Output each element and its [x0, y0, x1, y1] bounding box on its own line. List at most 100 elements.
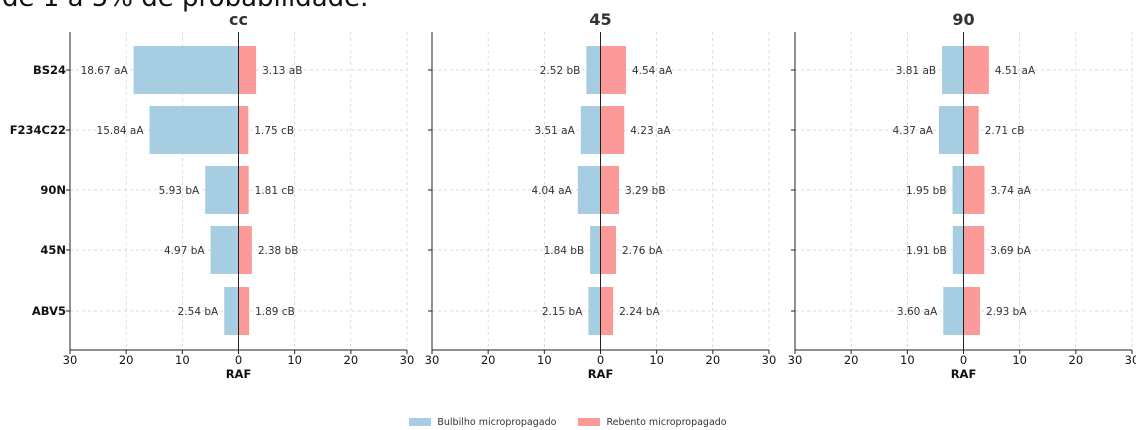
- x-tick-label: 30: [1125, 353, 1136, 367]
- bar-bulbilho: [205, 166, 239, 214]
- category-label: BS24: [33, 63, 66, 77]
- data-label-rebento: 2.71 cB: [985, 125, 1025, 137]
- category-label: F234C22: [10, 123, 66, 137]
- data-label-rebento: 3.69 bA: [990, 245, 1031, 257]
- x-tick-label: 20: [844, 353, 859, 367]
- legend-label-rebento: Rebento micropropagado: [606, 416, 727, 428]
- data-label-rebento: 4.23 aA: [630, 125, 671, 137]
- bar-rebento: [600, 226, 617, 274]
- data-label-rebento: 4.54 aA: [632, 65, 673, 77]
- x-tick-label: 0: [597, 353, 604, 367]
- bar-bulbilho: [149, 106, 239, 154]
- data-label-bulbilho: 2.52 bB: [540, 65, 581, 77]
- bar-rebento: [238, 226, 252, 274]
- x-tick-label: 20: [481, 353, 496, 367]
- data-label-bulbilho: 4.37 aA: [893, 125, 934, 137]
- data-label-bulbilho: 1.84 bB: [544, 245, 585, 257]
- category-label: ABV5: [32, 304, 66, 318]
- legend-item-rebento: Rebento micropropagado: [578, 414, 727, 430]
- legend-label-bulbilho: Bulbilho micropropagado: [437, 416, 557, 428]
- x-tick-label: 0: [235, 353, 242, 367]
- data-label-rebento: 2.76 bA: [622, 245, 663, 257]
- top-caption: de 1 a 5% de probabilidade.: [2, 0, 368, 13]
- x-axis-label: RAF: [588, 367, 614, 381]
- x-tick-label: 30: [762, 353, 777, 367]
- bar-bulbilho: [590, 226, 601, 274]
- bar-bulbilho: [577, 166, 601, 214]
- x-tick-label: 30: [400, 353, 415, 367]
- bar-rebento: [600, 287, 614, 335]
- x-tick-label: 10: [175, 353, 190, 367]
- bar-rebento: [238, 287, 250, 335]
- panel-title: 90: [952, 10, 974, 29]
- bar-rebento: [963, 226, 985, 274]
- data-label-rebento: 3.13 aB: [262, 65, 302, 77]
- data-label-bulbilho: 18.67 aA: [81, 65, 129, 77]
- bar-rebento: [600, 166, 619, 214]
- bar-rebento: [238, 46, 257, 94]
- x-axis-label: RAF: [951, 367, 977, 381]
- data-label-rebento: 2.24 bA: [619, 306, 660, 318]
- x-axis-label: RAF: [226, 367, 252, 381]
- legend: Bulbilho micropropagado Rebento micropro…: [0, 414, 1136, 430]
- bar-rebento: [238, 106, 249, 154]
- bar-bulbilho: [588, 287, 601, 335]
- data-label-bulbilho: 2.15 bA: [542, 306, 583, 318]
- x-tick-label: 0: [960, 353, 967, 367]
- legend-swatch-rebento: [578, 418, 601, 426]
- x-tick-label: 30: [63, 353, 78, 367]
- x-tick-label: 30: [425, 353, 440, 367]
- bar-rebento: [238, 166, 249, 214]
- legend-swatch-bulbilho: [409, 418, 432, 426]
- bar-bulbilho: [942, 46, 964, 94]
- data-label-bulbilho: 3.81 aB: [896, 65, 936, 77]
- data-label-bulbilho: 2.54 bA: [178, 306, 219, 318]
- data-label-bulbilho: 3.51 aA: [534, 125, 575, 137]
- data-label-bulbilho: 4.04 aA: [531, 185, 572, 197]
- data-label-rebento: 4.51 aA: [995, 65, 1036, 77]
- data-label-rebento: 1.81 cB: [255, 185, 295, 197]
- bar-bulbilho: [133, 46, 239, 94]
- data-label-bulbilho: 5.93 bA: [159, 185, 200, 197]
- data-label-bulbilho: 3.60 aA: [897, 306, 938, 318]
- data-label-rebento: 1.75 cB: [254, 125, 294, 137]
- data-label-bulbilho: 15.84 aA: [97, 125, 145, 137]
- data-label-rebento: 2.93 bA: [986, 306, 1027, 318]
- data-label-bulbilho: 1.91 bB: [906, 245, 947, 257]
- x-tick-label: 10: [537, 353, 552, 367]
- bar-bulbilho: [586, 46, 601, 94]
- x-tick-label: 10: [287, 353, 302, 367]
- x-tick-label: 20: [706, 353, 721, 367]
- bar-bulbilho: [938, 106, 964, 154]
- data-label-bulbilho: 1.95 bB: [906, 185, 947, 197]
- panel-title: 45: [589, 10, 611, 29]
- category-label: 90N: [40, 183, 66, 197]
- bar-bulbilho: [943, 287, 964, 335]
- bar-rebento: [963, 287, 980, 335]
- bar-bulbilho: [952, 226, 964, 274]
- data-label-rebento: 3.29 bB: [625, 185, 666, 197]
- bar-bulbilho: [210, 226, 239, 274]
- bar-rebento: [963, 106, 979, 154]
- bar-rebento: [600, 46, 626, 94]
- panel-title: cc: [229, 10, 248, 29]
- bar-rebento: [963, 46, 989, 94]
- legend-item-bulbilho: Bulbilho micropropagado: [409, 414, 556, 430]
- category-label: 45N: [40, 243, 66, 257]
- data-label-rebento: 3.74 aA: [991, 185, 1032, 197]
- data-label-rebento: 2.38 bB: [258, 245, 299, 257]
- bar-bulbilho: [952, 166, 964, 214]
- bar-bulbilho: [224, 287, 239, 335]
- bar-rebento: [963, 166, 985, 214]
- x-tick-label: 20: [1069, 353, 1084, 367]
- x-tick-label: 10: [1012, 353, 1027, 367]
- x-tick-label: 20: [344, 353, 359, 367]
- x-tick-label: 20: [119, 353, 134, 367]
- x-tick-label: 30: [788, 353, 803, 367]
- x-tick-label: 10: [900, 353, 915, 367]
- x-tick-label: 10: [649, 353, 664, 367]
- data-label-rebento: 1.89 cB: [255, 306, 295, 318]
- data-label-bulbilho: 4.97 bA: [164, 245, 205, 257]
- bar-bulbilho: [580, 106, 601, 154]
